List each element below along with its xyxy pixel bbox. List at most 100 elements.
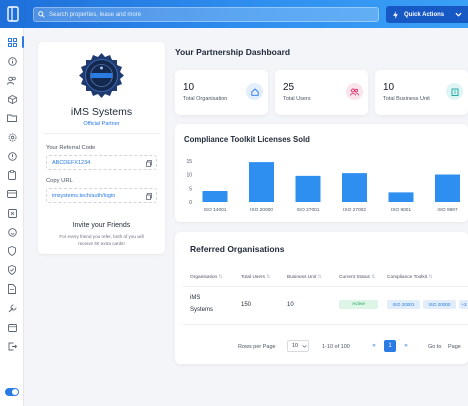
stat-label: Total Organisation: [183, 96, 228, 102]
stat-card-users: 25 Total Users: [275, 70, 368, 115]
search-icon: [38, 11, 45, 18]
toolkit-tag: ISO 20000: [423, 300, 456, 309]
sidebar-item-packages[interactable]: [5, 92, 19, 106]
users-icon: [346, 83, 363, 100]
y-tick-label: 0: [189, 200, 192, 206]
clipboard-icon: [8, 170, 16, 180]
sidebar-item-feedback[interactable]: [5, 225, 19, 239]
sidebar: [0, 28, 24, 406]
users-icon: [7, 76, 16, 85]
sidebar-item-tools[interactable]: [5, 301, 19, 315]
official-partner-seal-icon: [78, 52, 125, 99]
rows-per-page-select[interactable]: 10: [287, 340, 309, 352]
folder-icon: [7, 114, 17, 122]
referred-organisations-card: Referred Organisations Organisation ⇅ To…: [175, 232, 468, 364]
search-placeholder: Search properties, lease and more: [49, 11, 142, 18]
toolkit-more-tag[interactable]: +3: [459, 300, 468, 309]
x-tick-label: ISO 9997: [437, 207, 458, 213]
x-square-icon: [7, 208, 17, 218]
sidebar-item-docs[interactable]: [5, 282, 19, 296]
y-tick-label: 10: [186, 173, 192, 179]
page-range: 1-10 of 100: [322, 344, 350, 350]
bar[interactable]: [342, 173, 367, 202]
cell-organisation: iMS: [190, 295, 201, 301]
next-page-button[interactable]: »: [404, 343, 408, 349]
invite-text: For every friend you refer, both of you …: [59, 234, 144, 246]
stat-label: Total Users: [283, 96, 311, 102]
copy-url-label: Copy URL: [46, 178, 73, 184]
y-tick-label: 5: [189, 186, 192, 192]
licenses-bar-chart: 0 5 10 15 ISO 14001 ISO 20000 ISO 27001 ISO 270…: [186, 159, 460, 213]
bar[interactable]: [295, 175, 321, 202]
logout-icon: [8, 342, 17, 350]
top-bar: Search properties, lease and more Quick …: [0, 0, 468, 28]
handshake-icon: [7, 190, 17, 198]
sidebar-item-info[interactable]: [5, 54, 19, 68]
page-title: Your Partnership Dashboard: [175, 47, 291, 57]
app-logo-icon[interactable]: [5, 5, 21, 23]
x-tick-label: ISO 20000: [250, 207, 273, 213]
bar[interactable]: [249, 162, 274, 202]
page-button-current[interactable]: 1: [384, 340, 396, 352]
stat-value: 25: [283, 82, 295, 93]
column-header-status[interactable]: Current Status ⇅: [339, 275, 376, 280]
home-icon: [246, 83, 263, 100]
sort-icon: ⇅: [317, 275, 322, 280]
bar[interactable]: [388, 192, 414, 202]
theme-toggle[interactable]: [5, 388, 19, 396]
company-name: iMS Systems: [70, 106, 133, 118]
sidebar-item-close[interactable]: [5, 206, 19, 220]
smile-icon: [7, 227, 17, 237]
copy-icon[interactable]: [146, 193, 152, 200]
sidebar-item-dashboard[interactable]: [5, 35, 24, 49]
toolkit-tag: ISO 20001: [387, 300, 420, 309]
referral-code-label: Your Referral Code: [46, 145, 96, 151]
y-tick-label: 15: [186, 159, 192, 165]
column-header-business-unit[interactable]: Business Unit ⇅: [287, 275, 322, 280]
shield-icon: [8, 246, 16, 256]
prev-page-button[interactable]: «: [372, 343, 376, 349]
go-to-page-label: Page: [448, 344, 461, 350]
search-input[interactable]: Search properties, lease and more: [33, 7, 379, 22]
copy-url-field[interactable]: imsystems.tech/auth/login: [46, 188, 157, 203]
divider: [183, 286, 468, 287]
section-title: Referred Organisations: [190, 244, 285, 254]
chevron-down-icon: [302, 344, 307, 348]
chevron-down-icon: [455, 12, 462, 17]
column-header-total-users[interactable]: Total Users ⇅: [241, 275, 271, 280]
divider: [183, 324, 468, 325]
sidebar-item-security[interactable]: [5, 244, 19, 258]
sidebar-item-tasks[interactable]: [5, 168, 19, 182]
sidebar-item-folders[interactable]: [5, 111, 19, 125]
sort-icon: ⇅: [371, 275, 376, 280]
sidebar-item-settings[interactable]: [5, 130, 19, 144]
sidebar-item-users[interactable]: [5, 73, 19, 87]
calendar-icon: [7, 323, 17, 332]
column-header-compliance-toolkit[interactable]: Compliance Toolkit ⇅: [387, 275, 433, 280]
cell-total-users: 150: [241, 302, 252, 308]
x-tick-label: ISO 27001: [297, 207, 320, 213]
cell-organisation-line2: Systems: [190, 307, 214, 313]
rows-per-page-label: Rows per Page: [238, 344, 276, 350]
box-icon: [7, 94, 17, 104]
sidebar-item-approvals[interactable]: [5, 263, 19, 277]
quick-actions-button[interactable]: Quick Actions: [386, 6, 468, 23]
info-icon: [7, 56, 17, 66]
stat-value: 10: [383, 82, 395, 93]
sidebar-item-partners[interactable]: [5, 187, 19, 201]
sidebar-item-logout[interactable]: [5, 339, 19, 353]
document-icon: [8, 284, 16, 294]
sidebar-item-alerts[interactable]: [5, 149, 19, 163]
stat-card-organisations: 10 Total Organisation: [175, 70, 268, 115]
invite-title: Invite your Friends: [72, 222, 131, 229]
sidebar-item-calendar[interactable]: [5, 320, 19, 334]
building-icon: [446, 83, 463, 100]
bar[interactable]: [202, 191, 228, 202]
licenses-chart-card: Compliance Toolkit Licenses Sold 0 5 10 15 I…: [175, 124, 468, 222]
copy-icon[interactable]: [146, 160, 152, 167]
bar[interactable]: [435, 174, 460, 203]
column-header-organisation[interactable]: Organisation ⇅: [190, 275, 223, 280]
referral-code-value: ABCDEFX1234: [52, 159, 91, 166]
partner-status: Official Partner: [83, 121, 120, 127]
referral-code-field[interactable]: ABCDEFX1234: [46, 155, 157, 170]
